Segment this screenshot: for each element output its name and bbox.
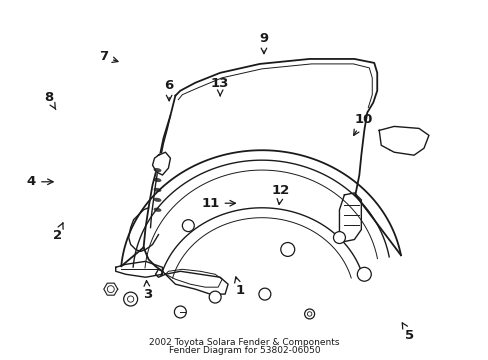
Circle shape [280, 243, 294, 256]
Circle shape [107, 286, 114, 293]
Text: Fender Diagram for 53802-06050: Fender Diagram for 53802-06050 [168, 346, 320, 355]
Polygon shape [152, 152, 170, 175]
Ellipse shape [153, 178, 161, 182]
Ellipse shape [153, 188, 161, 192]
Circle shape [304, 309, 314, 319]
Polygon shape [103, 283, 118, 295]
Text: 10: 10 [353, 113, 372, 135]
Text: 13: 13 [210, 77, 229, 96]
Text: 12: 12 [271, 184, 289, 204]
Circle shape [127, 296, 134, 302]
Circle shape [333, 231, 345, 243]
Ellipse shape [153, 198, 161, 202]
Text: 8: 8 [44, 91, 56, 109]
Circle shape [258, 288, 270, 300]
Text: 4: 4 [27, 175, 53, 188]
Text: 2002 Toyota Solara Fender & Components: 2002 Toyota Solara Fender & Components [149, 338, 339, 347]
Text: 11: 11 [201, 197, 235, 210]
Text: 3: 3 [142, 280, 152, 301]
Text: 6: 6 [164, 79, 173, 101]
Circle shape [357, 267, 370, 281]
Ellipse shape [153, 208, 161, 212]
Text: 1: 1 [234, 277, 244, 297]
Circle shape [182, 220, 194, 231]
Circle shape [209, 291, 221, 303]
Ellipse shape [153, 168, 161, 172]
Circle shape [123, 292, 137, 306]
Text: 7: 7 [99, 50, 118, 63]
Text: 2: 2 [53, 223, 63, 242]
Text: 5: 5 [402, 323, 413, 342]
Text: 9: 9 [259, 32, 268, 54]
Circle shape [307, 312, 311, 316]
Polygon shape [379, 126, 428, 155]
Circle shape [174, 306, 186, 318]
